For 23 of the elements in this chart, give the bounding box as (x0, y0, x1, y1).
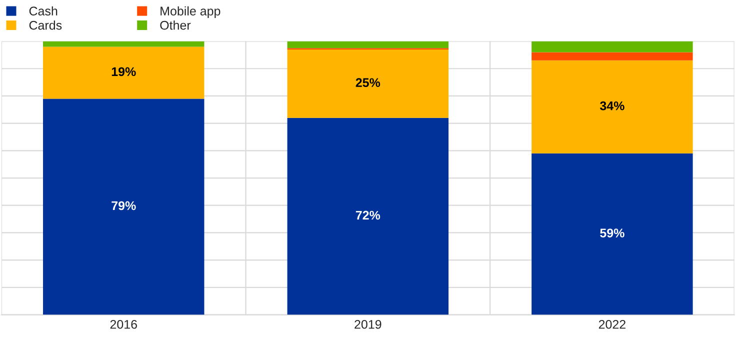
bar (532, 153, 693, 315)
x-tick-label: 2016 (110, 320, 137, 329)
x-tick-label: 2022 (598, 320, 626, 329)
data-label: 79% (112, 201, 136, 210)
x-tick-label: 2019 (354, 320, 382, 329)
data-label: 19% (112, 67, 136, 76)
bar (532, 52, 693, 60)
bar (43, 46, 204, 99)
bar (43, 41, 204, 47)
data-label: 72% (356, 210, 380, 220)
bar (287, 41, 449, 48)
bar (287, 118, 449, 315)
legend-label: Mobile app (160, 6, 220, 18)
bar (532, 60, 693, 154)
legend-label: Cards (29, 20, 62, 30)
bar (43, 98, 204, 315)
bar (287, 49, 449, 118)
data-label: 25% (356, 78, 380, 88)
data-label: 34% (600, 101, 624, 110)
data-label: 59% (600, 228, 624, 238)
bar (532, 41, 693, 52)
legend-label: Cash (29, 6, 58, 16)
legend-label: Other (160, 20, 191, 30)
